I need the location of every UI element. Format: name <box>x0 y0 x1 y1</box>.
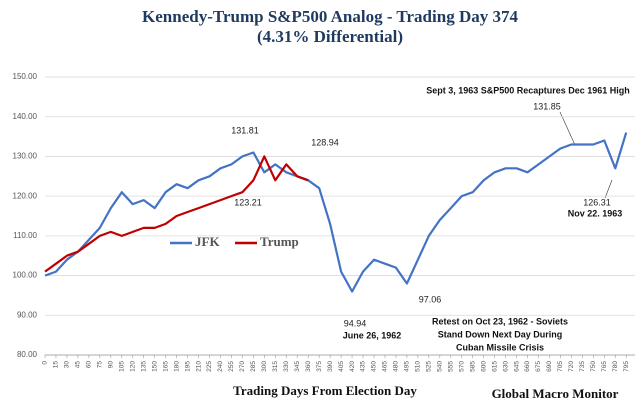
x-tick-label: 660 <box>524 361 531 372</box>
x-tick-label: 405 <box>338 361 345 372</box>
y-tick-label: 100.00 <box>13 271 38 280</box>
annotation: 94.94 <box>344 318 367 328</box>
x-tick-label: 675 <box>535 361 542 372</box>
x-tick-label: 195 <box>184 361 191 372</box>
x-tick-label: 450 <box>371 361 378 372</box>
x-tick-label: 210 <box>195 361 202 372</box>
series-line <box>44 132 628 293</box>
x-tick-label: 735 <box>579 361 586 372</box>
x-tick-label: 555 <box>447 361 454 372</box>
y-tick-label: 150.00 <box>13 72 38 81</box>
x-tick-label: 75 <box>97 361 104 369</box>
x-tick-label: 585 <box>469 361 476 372</box>
source: Global Macro Monitor <box>492 386 619 401</box>
x-tick-label: 780 <box>612 361 619 372</box>
x-tick-label: 150 <box>151 361 158 372</box>
x-tick-label: 345 <box>294 361 301 372</box>
x-tick-label: 135 <box>140 361 147 372</box>
annotation: Retest on Oct 23, 1962 - Soviets <box>432 316 568 326</box>
x-tick-label: 615 <box>491 361 498 372</box>
annotation: 131.85 <box>533 101 561 111</box>
x-tick-label: 720 <box>568 361 575 372</box>
x-tick-label: 330 <box>283 361 290 372</box>
x-tick-label: 60 <box>86 361 93 369</box>
x-tick-label: 750 <box>590 361 597 372</box>
x-tick-label: 270 <box>239 361 246 372</box>
x-tick-label: 465 <box>382 361 389 372</box>
x-tick-label: 165 <box>162 361 169 372</box>
x-tick-label: 105 <box>118 361 125 372</box>
legend: JFK Trump <box>170 234 299 249</box>
annotation: Nov 22. 1963 <box>568 208 623 218</box>
x-tick-label: 315 <box>272 361 279 372</box>
annotation: 126.31 <box>583 197 611 207</box>
y-tick-label: 130.00 <box>13 152 38 161</box>
annotation: 128.94 <box>311 137 339 147</box>
x-tick-label: 495 <box>404 361 411 372</box>
annotation: 123.21 <box>234 197 262 207</box>
y-tick-label: 80.00 <box>17 350 38 359</box>
x-tick-label: 690 <box>546 361 553 372</box>
x-tick-label: 630 <box>502 361 509 372</box>
x-tick-label: 420 <box>349 361 356 372</box>
x-tick-label: 255 <box>228 361 235 372</box>
legend-label: Trump <box>260 234 299 249</box>
annotation: Sept 3, 1963 S&P500 Recaptures Dec 1961 … <box>426 85 630 95</box>
annotation: 97.06 <box>419 294 442 304</box>
x-tick-label: 240 <box>217 361 224 372</box>
x-tick-label: 600 <box>480 361 487 372</box>
x-tick-label: 435 <box>360 361 367 372</box>
y-tick-label: 140.00 <box>13 112 38 121</box>
x-tick-label: 30 <box>64 361 71 369</box>
x-tick-label: 0 <box>42 361 49 365</box>
x-tick-label: 645 <box>513 361 520 372</box>
x-tick-label: 15 <box>53 361 60 369</box>
x-tick-label: 795 <box>623 361 630 372</box>
x-tick-label: 300 <box>261 361 268 372</box>
annotation: June 26, 1962 <box>343 330 402 340</box>
y-tick-label: 120.00 <box>13 191 38 200</box>
leader-lines <box>559 111 613 199</box>
x-tick-label: 90 <box>108 361 115 369</box>
x-tick-label: 525 <box>426 361 433 372</box>
x-tick-label: 480 <box>393 361 400 372</box>
series-line <box>44 155 309 273</box>
x-tick-label: 180 <box>173 361 180 372</box>
x-tick-label: 360 <box>305 361 312 372</box>
chart-subtitle: (4.31% Differential) <box>257 27 403 46</box>
x-tick-label: 225 <box>206 361 213 372</box>
x-tick-label: 45 <box>75 361 82 369</box>
x-tick-label: 375 <box>316 361 323 372</box>
y-tick-label: 110.00 <box>13 231 37 240</box>
x-tick-label: 510 <box>415 361 422 372</box>
x-axis-label: Trading Days From Election Day <box>233 383 417 398</box>
chart-title: Kennedy-Trump S&P500 Analog - Trading Da… <box>142 7 518 26</box>
y-tick-label: 90.00 <box>17 310 38 319</box>
annotation: 131.81 <box>231 125 259 135</box>
legend-label: JFK <box>195 234 220 249</box>
x-tick-label: 120 <box>129 361 136 372</box>
annotation: Stand Down Next Day During <box>438 329 563 339</box>
x-tick-label: 705 <box>557 361 564 372</box>
x-tick-label: 540 <box>437 361 444 372</box>
x-tick-label: 390 <box>327 361 334 372</box>
x-tick-label: 285 <box>250 361 257 372</box>
x-tick-label: 570 <box>458 361 465 372</box>
x-tick-label: 765 <box>601 361 608 372</box>
annotation: Cuban Missile Crisis <box>456 342 544 352</box>
